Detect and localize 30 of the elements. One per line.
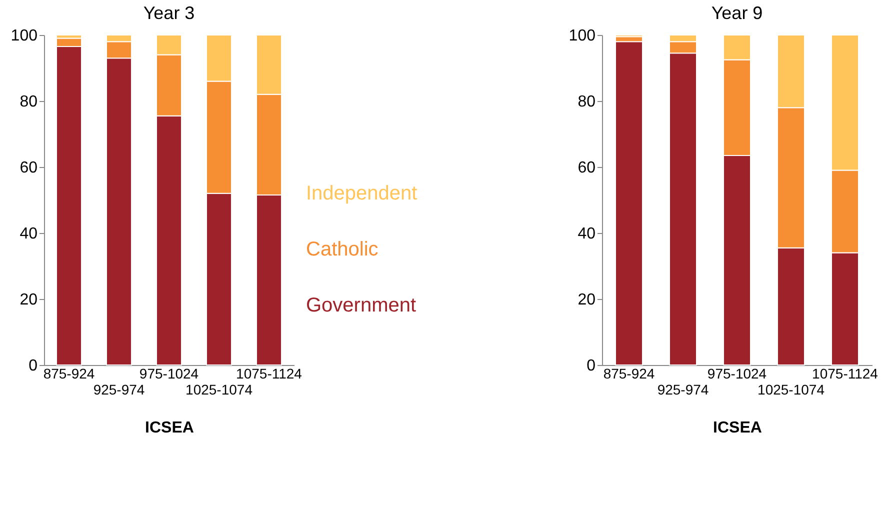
y-tick-label: 80 (20, 94, 38, 110)
x-tick-label: 1075-1124 (812, 366, 878, 382)
x-axis-title: ICSEA (145, 420, 194, 436)
y-tick-label: 60 (578, 160, 596, 176)
x-tick-label: 1075-1124 (236, 366, 302, 382)
x-tick-label: 875-924 (43, 366, 95, 382)
x-tick-label: 1025-1074 (758, 382, 825, 398)
y-tick-label: 60 (20, 160, 38, 176)
x-axis-title: ICSEA (713, 420, 762, 436)
x-tick-label: 925-974 (93, 382, 145, 398)
y-tick-label: 40 (578, 226, 596, 242)
y-tick-label: 0 (28, 358, 38, 374)
y-tick-label: 100 (568, 28, 596, 44)
x-tick-label: 1025-1074 (186, 382, 253, 398)
x-tick-label: 975-1024 (139, 366, 199, 382)
x-tick-label: 875-924 (603, 366, 655, 382)
x-tick-label: 975-1024 (707, 366, 767, 382)
x-tick-label: 925-974 (657, 382, 709, 398)
series-label: Government (306, 294, 416, 317)
y-tick-label: 40 (20, 226, 38, 242)
chart-title: Year 9 (711, 3, 763, 23)
y-tick-label: 80 (578, 94, 596, 110)
y-tick-label: 0 (586, 358, 596, 374)
y-tick-label: 20 (20, 292, 38, 308)
y-tick-label: 20 (578, 292, 596, 308)
text: Catholic (306, 238, 378, 260)
chart-title: Year 3 (143, 3, 195, 23)
y-tick-label: 100 (10, 28, 38, 44)
text: Independent (306, 182, 418, 204)
bar (615, 41, 643, 366)
